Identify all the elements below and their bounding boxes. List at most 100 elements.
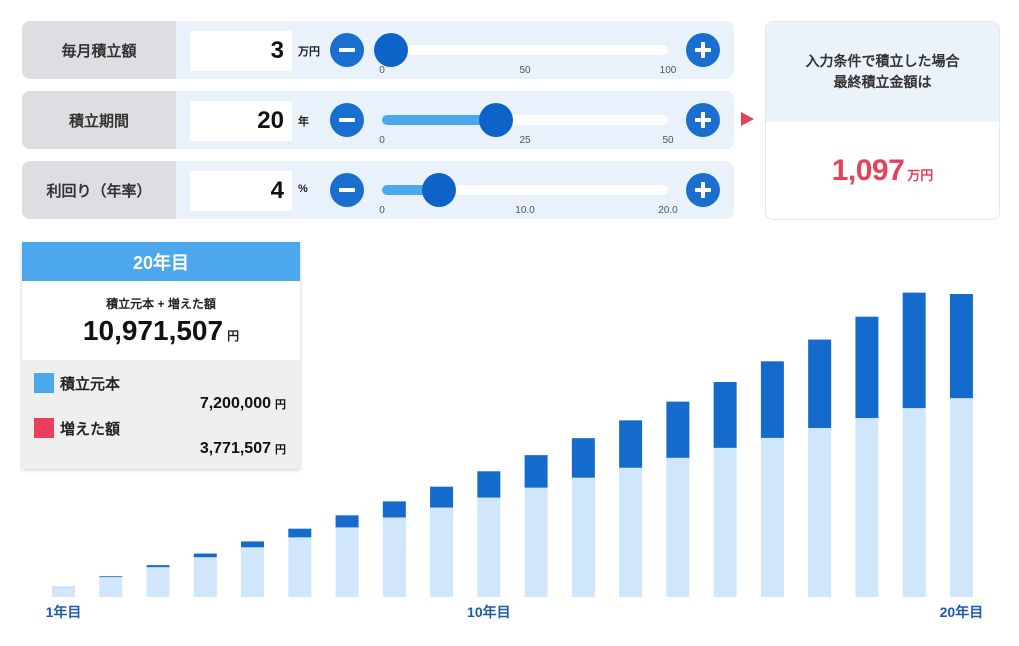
monthly-amount-unit: 万円 [298,46,320,58]
bar-principal-16[interactable] [760,437,784,597]
slider-tick-max: 20.0 [658,205,678,216]
slider-fill [382,185,440,195]
return-rate-increase-button[interactable] [686,173,720,207]
x-tick-label-20: 20年目 [940,604,984,620]
result-value: 1,097 [831,153,905,187]
bar-gain-5[interactable] [241,541,265,548]
bar-gain-7[interactable] [335,515,359,528]
slider-tick-min: 0 [379,135,385,146]
principal-value: 7,200,000 円 [199,395,286,412]
summary-caption: 積立元本 + 増えた額 [106,296,216,311]
bar-gain-3[interactable] [146,565,170,568]
bar-principal-4[interactable] [193,557,217,597]
bar-gain-17[interactable] [808,339,832,428]
bar-principal-3[interactable] [146,567,170,597]
bar-principal-18[interactable] [855,418,879,597]
monthly-amount-row: 毎月積立額 万円 0 50 100 [22,21,734,79]
period-increase-button[interactable] [686,103,720,137]
result-body: 1,097 万円 [766,122,999,219]
bar-gain-20[interactable] [949,294,973,399]
slider-tick-mid: 10.0 [515,205,535,216]
bar-principal-7[interactable] [335,527,359,597]
result-caption-line2: 最終積立金額は [833,74,932,90]
monthly-amount-increase-button[interactable] [686,33,720,67]
slider-tick-max: 100 [659,65,677,76]
bar-gain-9[interactable] [430,486,454,508]
bar-principal-9[interactable] [430,507,454,597]
summary-total-unit: 円 [227,328,240,343]
bar-gain-14[interactable] [666,401,690,458]
bar-principal-12[interactable] [571,477,595,597]
return-rate-decrease-button[interactable] [330,173,364,207]
bar-gain-16[interactable] [760,361,784,438]
monthly-amount-input[interactable] [190,31,292,71]
slider-tick-min: 0 [379,65,385,76]
slider-fill [382,115,497,125]
bar-gain-15[interactable] [713,381,737,448]
result-unit: 万円 [907,168,934,183]
slider-tick-max: 50 [662,135,674,146]
bar-principal-19[interactable] [902,408,926,597]
bar-principal-20[interactable] [949,398,973,597]
monthly-amount-decrease-button[interactable] [330,33,364,67]
summary-year-title: 20年目 [22,242,300,281]
bar-principal-14[interactable] [666,457,690,597]
result-caption-line1: 入力条件で積立した場合 [805,53,960,69]
monthly-amount-slider-thumb[interactable] [373,33,408,67]
return-rate-slider-thumb[interactable] [422,173,457,207]
bar-principal-5[interactable] [241,547,265,597]
principal-label: 積立元本 [60,376,121,393]
gain-legend-swatch [34,418,54,438]
return-rate-input[interactable] [190,171,292,211]
period-slider[interactable] [382,103,668,137]
period-unit: 年 [298,116,309,128]
bar-gain-10[interactable] [477,471,501,498]
bar-gain-2[interactable] [99,576,123,578]
period-row: 積立期間 年 0 25 50 [22,91,734,149]
return-rate-label: 利回り（年率） [22,161,176,219]
return-rate-unit: % [298,183,308,195]
bar-principal-17[interactable] [808,427,832,597]
bar-gain-4[interactable] [193,553,217,558]
slider-tick-mid: 50 [519,65,531,76]
bar-gain-8[interactable] [382,501,406,518]
period-slider-thumb[interactable] [479,103,514,137]
bar-gain-19[interactable] [902,292,926,409]
principal-legend-swatch [34,373,54,393]
year-summary-box: 20年目 積立元本 + 増えた額 10,971,507 円 積立元本 7,200,… [22,242,300,469]
slider-tick-mid: 25 [519,135,531,146]
bar-principal-15[interactable] [713,447,737,597]
period-label: 積立期間 [22,91,176,149]
minus-icon [339,118,355,122]
bar-principal-6[interactable] [288,537,312,597]
monthly-amount-label: 毎月積立額 [22,21,176,79]
bar-gain-13[interactable] [619,420,643,468]
bar-gain-11[interactable] [524,455,548,488]
return-rate-row: 利回り（年率） % 0 10.0 20.0 [22,161,734,219]
minus-icon [339,188,355,192]
slider-tick-min: 0 [379,205,385,216]
period-input[interactable] [190,101,292,141]
bar-gain-6[interactable] [288,528,312,538]
bar-principal-11[interactable] [524,487,548,597]
arrow-right-icon [741,112,754,126]
summary-total: 10,971,507 円 [83,315,239,347]
bar-principal-1[interactable] [52,587,75,597]
x-tick-label-1: 1年目 [46,604,82,620]
period-decrease-button[interactable] [330,103,364,137]
minus-icon [339,48,355,52]
gain-label: 増えた額 [60,421,121,438]
result-panel: 入力条件で積立した場合 最終積立金額は 1,097 万円 [765,21,1000,220]
bar-principal-13[interactable] [619,467,643,597]
x-tick-label-10: 10年目 [467,604,511,620]
result-header: 入力条件で積立した場合 最終積立金額は [766,22,999,122]
bar-principal-2[interactable] [99,577,123,597]
bar-gain-12[interactable] [571,438,595,478]
monthly-amount-slider[interactable] [373,33,668,67]
bar-principal-10[interactable] [477,497,501,597]
bar-principal-8[interactable] [382,517,406,597]
return-rate-slider[interactable] [382,173,668,207]
summary-breakdown: 積立元本 7,200,000 円 増えた額 3,771,507 円 [22,360,300,469]
bar-gain-18[interactable] [855,316,879,419]
